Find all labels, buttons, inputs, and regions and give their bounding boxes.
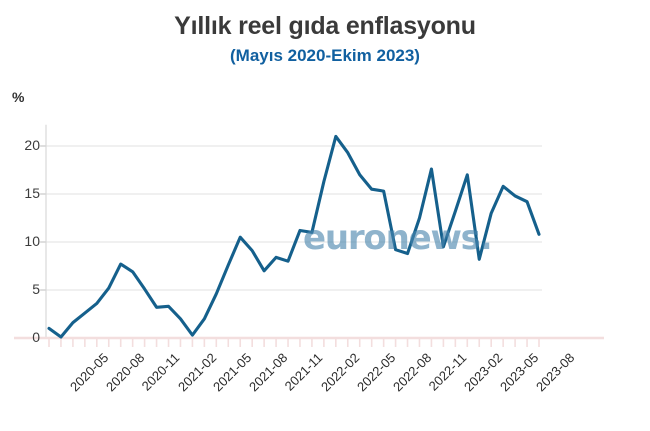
page-title: Yıllık reel gıda enflasyonu <box>174 12 476 40</box>
data-series-line <box>47 134 541 339</box>
y-axis-unit-label: % <box>12 89 25 105</box>
y-axis-tick-label: 0 <box>32 329 40 345</box>
y-axis-tick-label: 10 <box>24 233 40 249</box>
data-series-line-group <box>47 134 541 339</box>
y-axis-tick-label: 15 <box>24 185 40 201</box>
y-axis-tick-label: 5 <box>32 281 40 297</box>
x-axis-tickmarks-group <box>48 339 540 347</box>
y-axis-tick-label: 20 <box>24 137 40 153</box>
chart-subtitle: (Mayıs 2020-Ekim 2023) <box>230 46 420 65</box>
gridlines-group <box>40 124 542 339</box>
